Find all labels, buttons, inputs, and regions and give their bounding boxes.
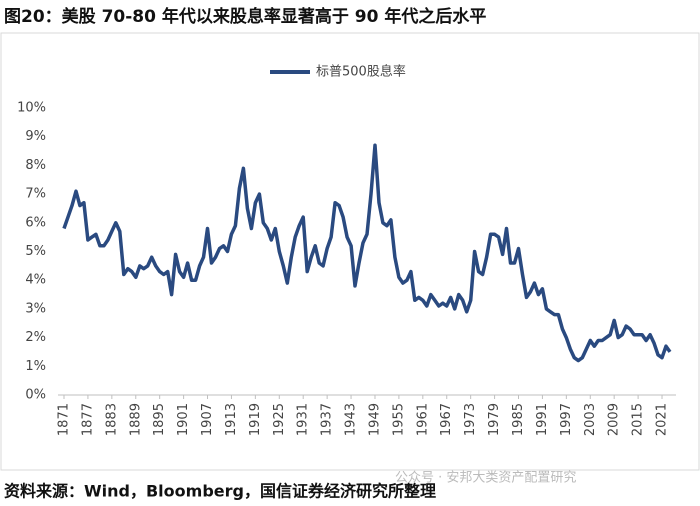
x-tick-label: 1883	[104, 403, 119, 436]
x-tick-label: 1889	[128, 403, 143, 436]
y-tick-label: 0%	[25, 388, 46, 403]
x-tick-label: 1985	[511, 403, 526, 436]
chart-title: 图20：美股 70-80 年代以来股息率显著高于 90 年代之后水平	[4, 6, 486, 27]
y-tick-label: 3%	[25, 301, 46, 316]
x-tick-label: 2015	[631, 403, 646, 436]
x-tick-label: 1997	[559, 403, 574, 436]
x-tick-label: 1877	[80, 403, 95, 436]
x-tick-label: 1871	[57, 403, 72, 436]
y-tick-label: 2%	[25, 330, 46, 345]
x-tick-label: 1925	[272, 403, 287, 436]
x-tick-label: 1973	[463, 403, 478, 436]
x-tick-label: 2009	[607, 403, 622, 436]
y-tick-label: 1%	[25, 359, 46, 374]
y-tick-label: 8%	[25, 158, 46, 173]
x-tick-label: 1955	[391, 403, 406, 436]
x-tick-label: 1931	[296, 403, 311, 436]
x-tick-label: 1895	[152, 403, 167, 436]
x-tick-label: 1913	[224, 403, 239, 436]
x-tick-label: 1991	[535, 403, 550, 436]
chart-frame	[0, 32, 700, 471]
x-tick-label: 1967	[439, 403, 454, 436]
y-tick-label: 9%	[25, 129, 46, 144]
y-tick-label: 5%	[25, 244, 46, 259]
y-tick-label: 10%	[17, 101, 46, 116]
x-tick-label: 1937	[320, 403, 335, 436]
x-tick-label: 2021	[655, 403, 670, 436]
y-tick-label: 4%	[25, 273, 46, 288]
x-tick-label: 1919	[248, 403, 263, 436]
watermark: 公众号 · 安邦大类资产配置研究	[395, 471, 576, 486]
x-tick-label: 1961	[415, 403, 430, 436]
legend-label: 标普500股息率	[316, 64, 406, 80]
x-tick-label: 1979	[487, 403, 502, 436]
y-tick-label: 7%	[25, 187, 46, 202]
source-note: 资料来源：Wind，Bloomberg，国信证券经济研究所整理	[4, 482, 436, 501]
y-tick-label: 6%	[25, 215, 46, 230]
x-tick-label: 1949	[367, 403, 382, 436]
x-tick-label: 2003	[583, 403, 598, 436]
data-line	[62, 143, 672, 363]
x-tick-label: 1907	[200, 403, 215, 436]
x-tick-label: 1943	[344, 403, 359, 436]
x-tick-label: 1901	[176, 403, 191, 436]
